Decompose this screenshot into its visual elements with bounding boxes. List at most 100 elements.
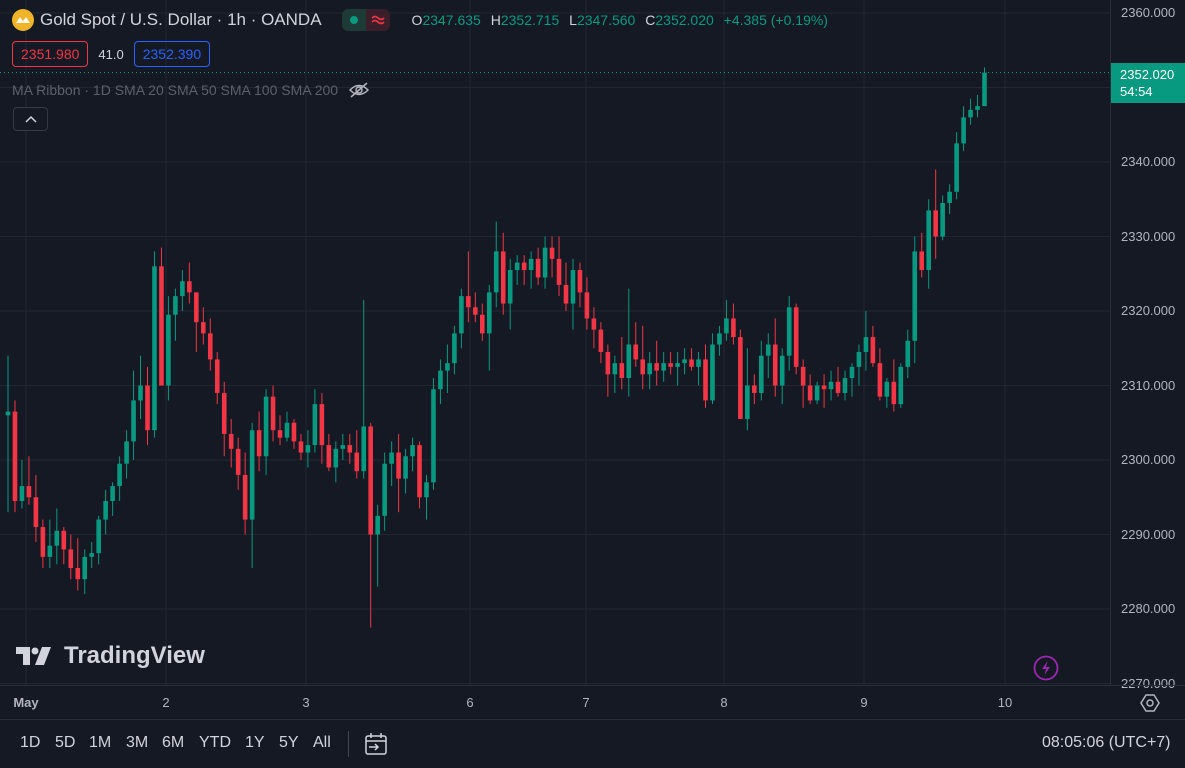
- range-5d-button[interactable]: 5D: [55, 734, 76, 751]
- candle: [563, 262, 569, 311]
- candle: [507, 258, 513, 330]
- candle: [473, 292, 478, 323]
- price-axis[interactable]: 2360.000 2340.000 2330.000 2320.000 2310.000…: [1110, 0, 1185, 691]
- price-tick: 2340.000: [1121, 154, 1176, 169]
- indicator-name[interactable]: MA Ribbon: [12, 82, 81, 98]
- candle: [347, 433, 353, 464]
- candle-body: [228, 433, 234, 449]
- candle-body: [194, 292, 199, 323]
- candle-body: [417, 445, 422, 498]
- candle-body: [486, 292, 492, 334]
- range-6m-button[interactable]: 6M: [162, 734, 185, 751]
- candle-body: [214, 359, 220, 393]
- clock-timezone[interactable]: 08:05:06 (UTC+7): [1042, 734, 1171, 751]
- candle: [277, 415, 283, 446]
- price-tick: 2360.000: [1121, 5, 1176, 20]
- range-3m-button[interactable]: 3M: [126, 734, 149, 751]
- candle-body: [82, 556, 88, 580]
- candle-body: [326, 445, 332, 468]
- range-all-button[interactable]: All: [313, 734, 331, 751]
- candle-body: [340, 445, 346, 449]
- candle: [103, 489, 108, 535]
- candle-body: [61, 530, 67, 550]
- candle-body: [549, 247, 555, 259]
- delay-wave-icon: [365, 9, 390, 31]
- time-axis[interactable]: May 2 3 6 7 8 9 10: [0, 685, 1185, 719]
- chart-area[interactable]: [0, 0, 1110, 685]
- candle: [731, 303, 736, 345]
- candle: [891, 359, 897, 412]
- buy-button[interactable]: 2352.390: [133, 41, 211, 67]
- indicator-status-pill[interactable]: [341, 9, 390, 31]
- candle-body: [368, 426, 373, 535]
- settings-icon[interactable]: [1140, 694, 1160, 712]
- candle-body: [159, 266, 164, 386]
- candle: [696, 351, 701, 386]
- candle: [661, 351, 666, 382]
- candle: [187, 262, 192, 304]
- candle-body: [640, 359, 646, 375]
- candle: [535, 247, 541, 285]
- range-ytd-button[interactable]: YTD: [199, 734, 231, 751]
- candle-body: [975, 106, 980, 110]
- candle-body: [745, 385, 750, 420]
- range-5y-button[interactable]: 5Y: [279, 734, 299, 751]
- date-range-icon[interactable]: [363, 731, 389, 757]
- candle: [556, 236, 562, 297]
- candle-body: [507, 270, 513, 304]
- range-1m-button[interactable]: 1M: [89, 734, 112, 751]
- candle: [884, 378, 890, 408]
- eye-off-icon[interactable]: [348, 82, 370, 98]
- sell-button[interactable]: 2351.980: [12, 41, 89, 67]
- candle: [542, 236, 548, 289]
- candle: [145, 366, 150, 446]
- candle: [807, 374, 813, 405]
- candle-body: [403, 456, 408, 479]
- candle-body: [396, 452, 401, 479]
- candle: [298, 433, 304, 460]
- candle: [752, 374, 757, 405]
- gold-coin-icon[interactable]: [12, 9, 34, 31]
- candle: [612, 355, 618, 393]
- candle-body: [591, 318, 597, 330]
- candle-body: [452, 333, 457, 364]
- candle-body: [849, 366, 855, 379]
- candle: [486, 284, 492, 371]
- candle: [138, 355, 143, 420]
- time-tick: 10: [997, 695, 1013, 710]
- candle-body: [947, 191, 952, 203]
- ohlc-close-value: 2352.020: [655, 12, 714, 28]
- candle-body: [89, 553, 94, 557]
- candle: [926, 199, 931, 289]
- candle-body: [703, 359, 708, 401]
- candle-body: [863, 337, 869, 352]
- candle-body: [270, 396, 276, 431]
- range-1y-button[interactable]: 1Y: [245, 734, 265, 751]
- collapse-legend-button[interactable]: [13, 107, 48, 131]
- candle-body: [500, 251, 506, 304]
- candle: [417, 441, 422, 509]
- candle-body: [570, 270, 576, 304]
- candle-body: [319, 404, 325, 446]
- candle: [375, 504, 380, 587]
- candle-body: [333, 448, 339, 468]
- price-tick: 2270.000: [1121, 675, 1176, 691]
- lightning-icon[interactable]: [1033, 655, 1059, 681]
- candle: [835, 366, 841, 397]
- candle: [403, 448, 408, 494]
- candle-body: [731, 318, 736, 338]
- candlestick-chart[interactable]: [0, 0, 1110, 685]
- indicator-legend[interactable]: MA Ribbon · 1D SMA 20 SMA 50 SMA 100 SMA…: [12, 81, 370, 99]
- candle: [828, 370, 834, 401]
- candle: [654, 340, 659, 386]
- candle-body: [982, 72, 987, 107]
- candle: [765, 333, 771, 379]
- candle-body: [689, 359, 694, 367]
- candle-body: [717, 333, 722, 345]
- candle-body: [26, 486, 32, 498]
- candle-body: [884, 381, 890, 397]
- symbol-title[interactable]: Gold Spot / U.S. Dollar · 1h · OANDA: [40, 10, 322, 29]
- range-1d-button[interactable]: 1D: [20, 734, 41, 751]
- candle-body: [124, 441, 129, 464]
- candle: [242, 452, 248, 535]
